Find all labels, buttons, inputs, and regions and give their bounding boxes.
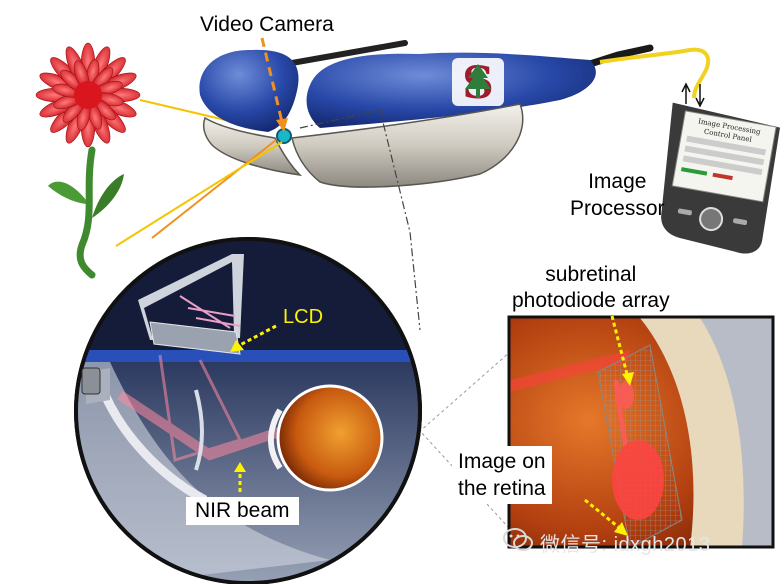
flower-leaf-right bbox=[92, 174, 124, 218]
image-processor-label: Image Processor bbox=[570, 168, 665, 222]
lcd-pointer-head bbox=[230, 340, 244, 352]
lcd-panel bbox=[149, 321, 241, 355]
stanford-logo: S bbox=[452, 58, 504, 109]
watermark-text: 微信号: idxgh2013 bbox=[540, 534, 711, 556]
camera-ray-2 bbox=[115, 141, 283, 247]
flower-leaf-left bbox=[48, 181, 86, 204]
subretinal-array-label: subretinal photodiode array bbox=[512, 262, 670, 314]
goggles-cable bbox=[599, 47, 711, 99]
image-on-retina-line2: the retina bbox=[458, 477, 546, 500]
nir-pointer-head bbox=[234, 462, 246, 472]
retina-inset bbox=[507, 315, 775, 549]
nir-beam-label: NIR beam bbox=[186, 497, 299, 525]
retina-image-pointer bbox=[584, 498, 623, 532]
image-processor-label-line1: Image bbox=[588, 170, 647, 193]
goggles-right-mirror bbox=[291, 103, 524, 188]
wechat-icon bbox=[503, 528, 533, 551]
goggles-left-mirror bbox=[202, 116, 303, 177]
magnified-goggle-view bbox=[74, 237, 422, 584]
camera-arrow-head bbox=[276, 118, 288, 132]
subretinal-label-line2: photodiode array bbox=[512, 289, 670, 312]
eye-globe bbox=[276, 384, 384, 492]
goggles-right-frame bbox=[306, 52, 596, 128]
subretinal-pointer bbox=[610, 315, 630, 379]
retina-image-pointer-head bbox=[614, 522, 628, 536]
flower-head bbox=[35, 42, 141, 148]
video-camera-label: Video Camera bbox=[200, 13, 334, 36]
camera-ray-1 bbox=[151, 139, 277, 239]
subretinal-label-line1: subretinal bbox=[545, 263, 637, 286]
goggles-left-frame bbox=[199, 49, 299, 132]
subretinal-pointer-head bbox=[622, 372, 634, 386]
image-on-retina-line1: Image on bbox=[458, 450, 546, 473]
cable-arrow-up bbox=[681, 82, 691, 104]
image-on-retina-label: Image on the retina bbox=[452, 446, 552, 504]
projection-line-top bbox=[299, 109, 421, 331]
image-processor-label-line2: Processor bbox=[570, 197, 665, 220]
flower-stem bbox=[76, 146, 96, 279]
cable-arrow-down bbox=[695, 84, 705, 108]
retina-flower-image bbox=[612, 379, 664, 520]
lcd-label: LCD bbox=[283, 306, 324, 328]
flower-illustration bbox=[35, 42, 141, 279]
lcd-pointer bbox=[237, 324, 277, 348]
image-processor-device: Image Processing Control Panel bbox=[661, 102, 781, 254]
goggles-illustration: S bbox=[199, 40, 711, 188]
projection-line-retina bbox=[409, 344, 521, 541]
